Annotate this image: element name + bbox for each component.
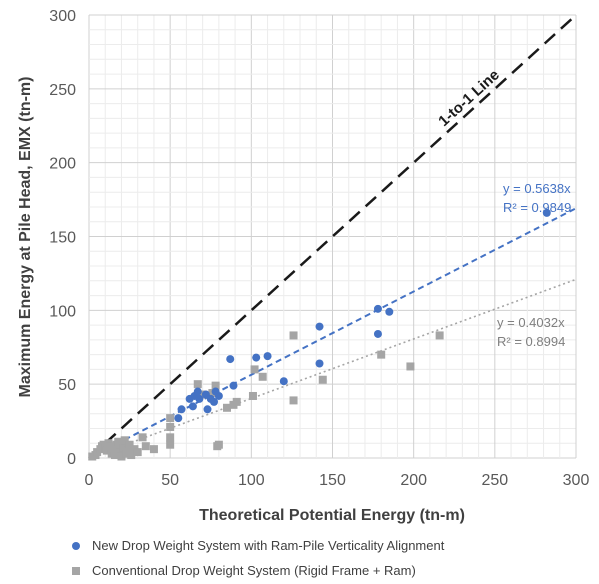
one-to-one-line-label: 1-to-1 Line [435,66,503,130]
new-system-equation: y = 0.5638x [503,181,571,196]
conventional-system-point [166,414,175,423]
conventional-system-point [211,381,220,390]
conventional-system-point [406,362,415,371]
legend-item-conventional-system: Conventional Drop Weight System (Rigid F… [72,563,416,578]
conventional-system-point [125,440,134,449]
new-system-point [252,353,261,362]
conventional-system-point [119,443,128,452]
conventional-system-point [115,448,124,457]
y-tick-label: 50 [58,377,76,394]
conventional-system-point [289,331,298,340]
conventional-system-point [117,452,126,461]
conventional-system-point [377,350,386,359]
conventional-system-point [166,440,175,449]
new-system-point [542,208,551,217]
new-system-r2: R² = 0.9849 [503,200,571,215]
conventional-system-point [435,331,444,340]
y-tick-label: 0 [67,451,76,468]
legend-label: New Drop Weight System with Ram-Pile Ver… [92,538,445,553]
conventional-system-point [127,451,136,460]
x-tick-label: 100 [238,472,265,489]
conventional-system-point [250,365,259,374]
conventional-system-point [123,446,132,455]
new-system-point [193,387,202,396]
y-axis-title: Maximum Energy at Pile Head, EMX (tn-m) [17,77,34,398]
conventional-system-r2: R² = 0.8994 [497,334,565,349]
new-system-point [203,405,212,414]
new-system-point [188,402,197,411]
x-tick-label: 150 [319,472,346,489]
conventional-system-point [110,451,119,460]
conventional-system-point [149,445,158,454]
x-tick-label: 50 [161,472,179,489]
conventional-system-point [120,436,129,445]
conventional-system-point [214,440,223,449]
conventional-system-point [248,391,257,400]
new-system-point [177,405,186,414]
x-tick-label: 250 [481,472,508,489]
new-system-point [229,381,238,390]
y-tick-label: 300 [49,8,76,25]
conventional-system-point [193,380,202,389]
y-tick-label: 250 [49,82,76,99]
new-system-point [195,394,204,403]
new-system-point [279,377,288,386]
x-tick-label: 0 [85,472,94,489]
conventional-system-point [258,372,267,381]
new-system-point [174,414,183,423]
conventional-system-point [289,396,298,405]
new-system-point [263,352,272,361]
conventional-system-point [133,448,142,457]
conventional-system-point [166,433,175,442]
x-axis-title: Theoretical Potential Energy (tn-m) [199,507,465,524]
legend-item-new-system: New Drop Weight System with Ram-Pile Ver… [72,538,444,553]
data-points [88,208,551,461]
y-tick-label: 200 [49,156,76,173]
new-system-point [315,322,324,331]
conventional-system-point [141,442,150,451]
legend-marker-square [72,566,80,575]
conventional-system-point [109,445,118,454]
conventional-system-point [232,397,241,406]
conventional-system-point [138,433,147,442]
new-system-point [226,355,235,364]
new-system-point [214,391,223,400]
new-system-point [385,307,394,316]
x-tick-label: 200 [400,472,427,489]
conventional-system-equation: y = 0.4032x [497,315,565,330]
new-system-point [209,397,218,406]
new-system-point [315,359,324,368]
x-tick-label: 300 [563,472,590,489]
conventional-system-point [102,446,111,455]
y-tick-label: 150 [49,230,76,247]
legend-label: Conventional Drop Weight System (Rigid F… [92,563,416,578]
conventional-system-point [318,375,327,384]
conventional-system-point [166,422,175,431]
new-system-point [373,329,382,338]
conventional-system-point [114,437,123,446]
y-tick-labels: 0 50 100 150 200 250 300 [49,8,76,468]
conventional-system-point [222,403,231,412]
new-system-point [373,304,382,313]
legend-marker-circle [72,541,80,550]
y-tick-label: 100 [49,303,76,320]
x-tick-labels: 0 50 100 150 200 250 300 [85,472,590,489]
